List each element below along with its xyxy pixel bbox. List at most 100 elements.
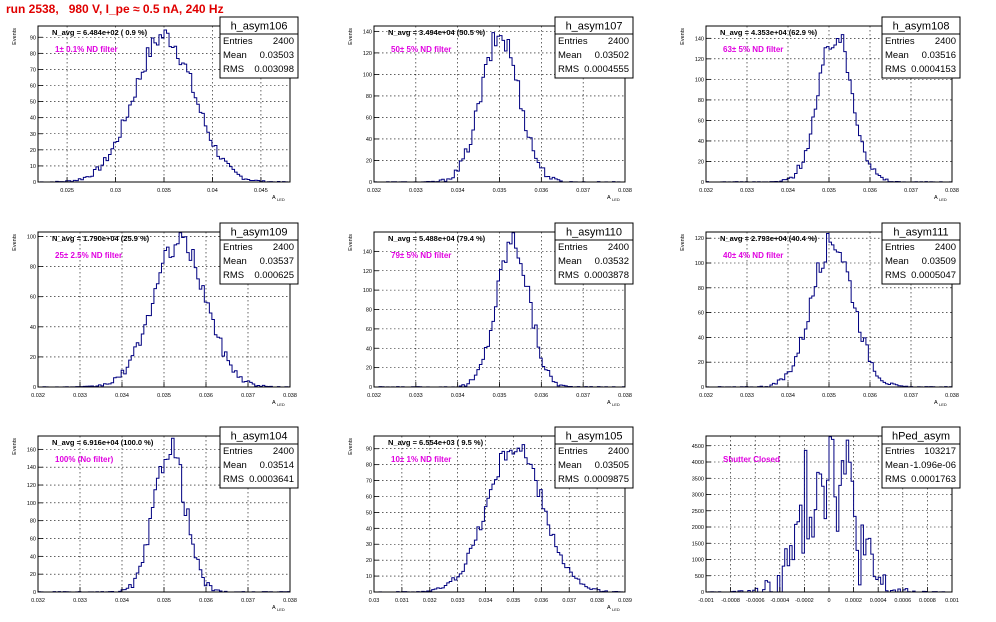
y-tick-label: 70 (366, 479, 372, 485)
y-tick-label: 0 (369, 385, 372, 391)
x-tick-label: 0.031 (395, 598, 409, 604)
stats-key: RMS (223, 474, 244, 485)
stats-title: h_asym104 (231, 431, 288, 443)
x-tick-label: 0.033 (740, 188, 754, 194)
x-tick-label: 0.035 (507, 598, 521, 604)
x-tick-label: 0.0008 (919, 598, 936, 604)
y-axis-title: Events (348, 28, 354, 45)
stats-box (881, 443, 961, 489)
stats-key: RMS (558, 474, 579, 485)
y-tick-label: 80 (30, 51, 36, 57)
stats-key: RMS (885, 64, 906, 75)
y-tick-label: 140 (363, 249, 372, 255)
x-tick-label: 0.037 (576, 393, 590, 399)
y-tick-label: 100 (695, 77, 704, 83)
y-tick-label: 30 (30, 132, 36, 138)
x-axis-title: A (934, 195, 938, 201)
y-tick-label: 40 (30, 116, 36, 122)
stats-key: Entries (223, 242, 253, 253)
panel-h_asym111: 0.032 0.033 0.034 0.035 0.036 0.037 0.038 0 20 40… (680, 222, 961, 407)
x-tick-label: 0.032 (699, 188, 713, 194)
x-tick-label: 0.0006 (894, 598, 911, 604)
stats-key: Entries (885, 446, 915, 457)
n-avg-label: N_avg = 3.494e+04 (50.5 %) (388, 28, 486, 37)
stats-value: 2400 (608, 36, 629, 47)
stats-title: h_asym111 (893, 227, 948, 239)
x-tick-label: 0.035 (822, 188, 836, 194)
y-axis-title: Events (348, 234, 354, 251)
stats-value: 0.0004555 (584, 64, 629, 75)
filter-label: 25± 2.5% ND filter (55, 251, 122, 260)
x-tick-label: 0.037 (904, 188, 918, 194)
y-tick-label: 40 (30, 554, 36, 560)
y-tick-label: 50 (30, 100, 36, 106)
x-tick-label: 0.038 (283, 393, 297, 399)
stats-key: Mean (558, 256, 582, 267)
stats-box (554, 33, 634, 79)
x-tick-label: 0.038 (590, 598, 604, 604)
y-tick-label: 100 (363, 288, 372, 294)
stats-box (219, 33, 299, 79)
histogram-line (37, 29, 291, 183)
y-axis-title: Events (12, 234, 18, 251)
x-tick-label: 0.032 (699, 393, 713, 399)
x-axis-subscript: LED (612, 402, 620, 407)
y-tick-label: 0 (33, 180, 36, 186)
x-axis-title: A (607, 400, 611, 406)
n-avg-label: N_avg = 5.488e+04 (79.4 %) (388, 234, 486, 243)
filter-label: Shutter Closed (723, 455, 780, 464)
y-tick-label: 60 (366, 327, 372, 333)
filter-label: 1± 0.1% ND filter (55, 45, 118, 54)
y-tick-label: 80 (30, 519, 36, 525)
y-tick-label: 90 (366, 447, 372, 453)
y-tick-label: 40 (698, 139, 704, 145)
y-tick-label: 40 (366, 526, 372, 532)
x-tick-label: 0.035 (157, 598, 171, 604)
filter-label: 63± 5% ND filter (723, 45, 783, 54)
x-tick-label: 0.036 (534, 598, 548, 604)
x-axis-title: A (607, 605, 611, 611)
stats-key: Entries (558, 242, 588, 253)
stats-key: Mean (885, 50, 909, 61)
stats-box (554, 443, 634, 489)
n-avg-label: N_avg = 6.916e+04 (100.0 %) (52, 438, 154, 447)
y-tick-label: 40 (30, 325, 36, 331)
y-tick-label: 140 (363, 29, 372, 35)
y-tick-label: 80 (30, 265, 36, 271)
x-tick-label: -0.0008 (721, 598, 740, 604)
y-tick-label: 80 (698, 98, 704, 104)
y-tick-label: 0 (33, 385, 36, 391)
stats-key: Mean (885, 256, 909, 267)
y-tick-label: 4500 (692, 444, 704, 450)
panel-h_asym108: 0.032 0.033 0.034 0.035 0.036 0.037 0.038 0 20 40… (680, 16, 961, 202)
stats-key: Entries (558, 36, 588, 47)
filter-label: 40± 4% ND filter (723, 251, 783, 260)
x-axis-title: A (272, 195, 276, 201)
y-tick-label: 10 (30, 164, 36, 170)
x-tick-label: 0.036 (199, 393, 213, 399)
y-tick-label: 500 (695, 574, 704, 580)
x-tick-label: 0.036 (199, 598, 213, 604)
y-tick-label: 0 (369, 180, 372, 186)
y-tick-label: 20 (30, 148, 36, 154)
stats-value: 2400 (935, 242, 956, 253)
page-title: run 2538, 980 V, I_pe ≈ 0.5 nA, 240 Hz (6, 2, 224, 16)
n-avg-label: N_avg = 6.554e+03 ( 9.5 %) (388, 438, 484, 447)
y-tick-label: 4000 (692, 460, 704, 466)
stats-value: 2400 (608, 242, 629, 253)
stats-value: 0.0009875 (584, 474, 629, 485)
x-axis-subscript: LED (939, 402, 947, 407)
y-tick-label: 80 (366, 463, 372, 469)
x-axis-subscript: LED (612, 197, 620, 202)
y-tick-label: 3500 (692, 476, 704, 482)
stats-value: 0.03537 (260, 256, 294, 267)
panel-h_asym104: 0.032 0.033 0.034 0.035 0.036 0.037 0.038 0 20 40… (12, 426, 299, 612)
x-tick-label: 0.038 (945, 188, 959, 194)
y-tick-label: 70 (30, 67, 36, 73)
y-tick-label: 60 (30, 537, 36, 543)
y-tick-label: 40 (698, 335, 704, 341)
x-tick-label: 0.033 (73, 393, 87, 399)
stats-value: 0.03516 (922, 50, 956, 61)
stats-key: RMS (558, 270, 579, 281)
panel-h_asym110: 0.032 0.033 0.034 0.035 0.036 0.037 0.038 0 20 40… (348, 222, 634, 407)
